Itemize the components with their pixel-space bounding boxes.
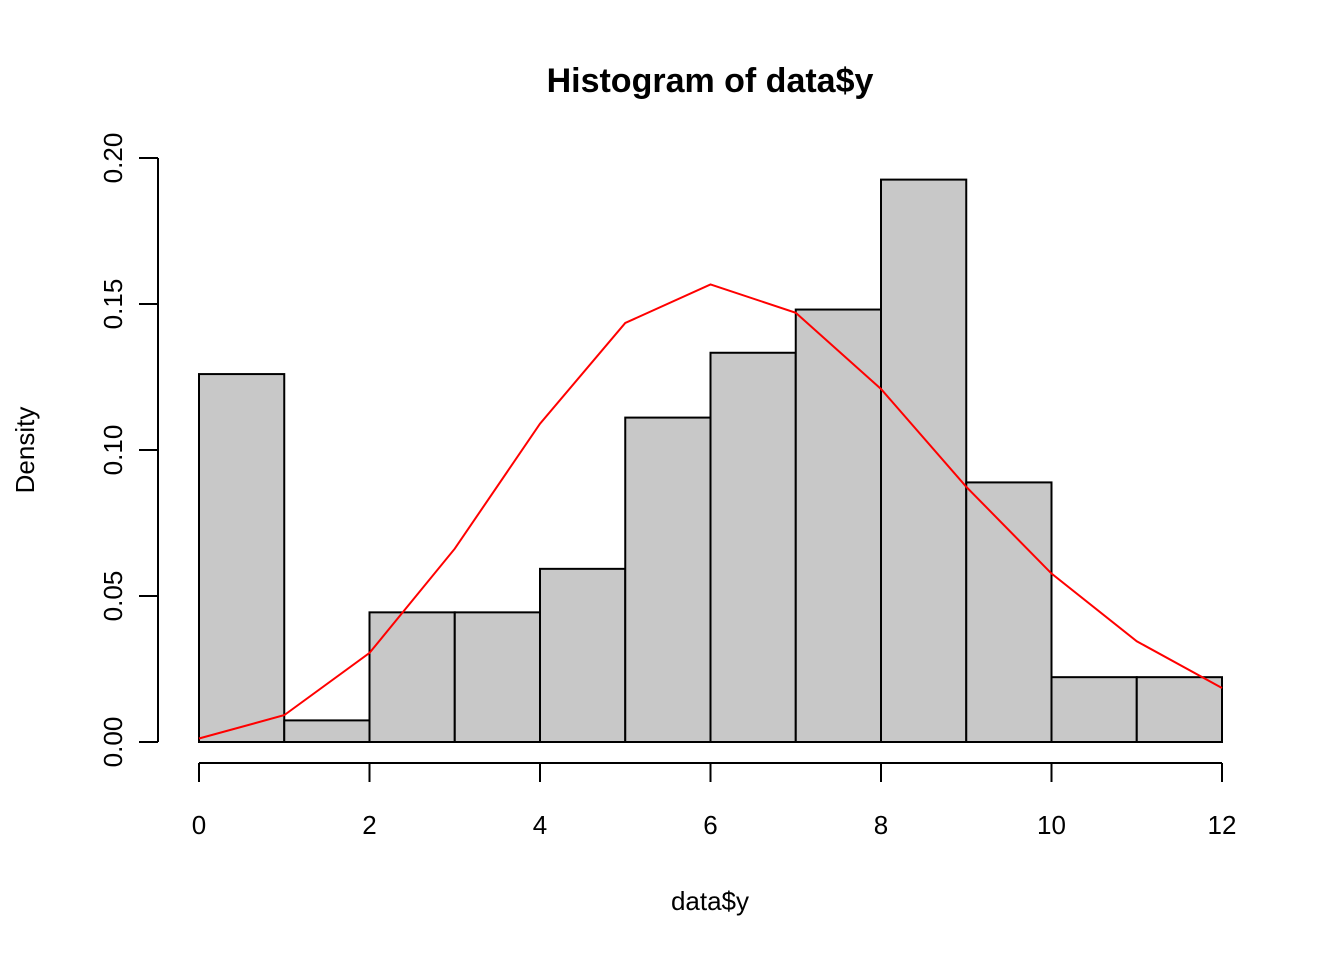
y-axis-label: Density <box>10 407 40 494</box>
histogram-bar-1 <box>283 719 371 744</box>
histogram-bar-11 <box>1135 676 1223 744</box>
histogram-bar-6 <box>709 351 797 743</box>
density-curve <box>198 283 1223 740</box>
y-tick-label-3: 0.15 <box>98 279 128 330</box>
density-line-layer <box>198 283 1223 740</box>
histogram-bar-4 <box>539 567 627 743</box>
x-axis: 0 2 4 6 8 10 12 <box>192 762 1237 840</box>
x-axis-label: data$y <box>671 886 749 916</box>
x-tick-label-0: 0 <box>192 810 206 840</box>
y-tick-label-4: 0.20 <box>98 133 128 184</box>
histogram-bar-8 <box>880 178 968 744</box>
x-tick-label-1: 2 <box>362 810 376 840</box>
histogram-bar-7 <box>794 308 882 743</box>
y-tick-label-0: 0.00 <box>98 717 128 768</box>
x-tick-label-6: 12 <box>1208 810 1237 840</box>
x-tick-label-3: 6 <box>703 810 717 840</box>
histogram-bar-10 <box>1050 676 1138 744</box>
x-tick-label-5: 10 <box>1037 810 1066 840</box>
y-tick-label-1: 0.05 <box>98 571 128 622</box>
x-tick-label-4: 8 <box>874 810 888 840</box>
bars-layer <box>198 178 1223 744</box>
histogram-bar-2 <box>368 611 456 743</box>
y-tick-label-2: 0.10 <box>98 425 128 476</box>
histogram-bar-5 <box>624 416 712 743</box>
y-axis: 0.00 0.05 0.10 0.15 0.20 <box>98 133 159 768</box>
histogram-bar-9 <box>965 481 1053 743</box>
histogram-bar-0 <box>198 373 286 743</box>
histogram-bar-3 <box>453 611 541 743</box>
chart-title: Histogram of data$y <box>547 62 874 100</box>
x-tick-label-2: 4 <box>533 810 547 840</box>
